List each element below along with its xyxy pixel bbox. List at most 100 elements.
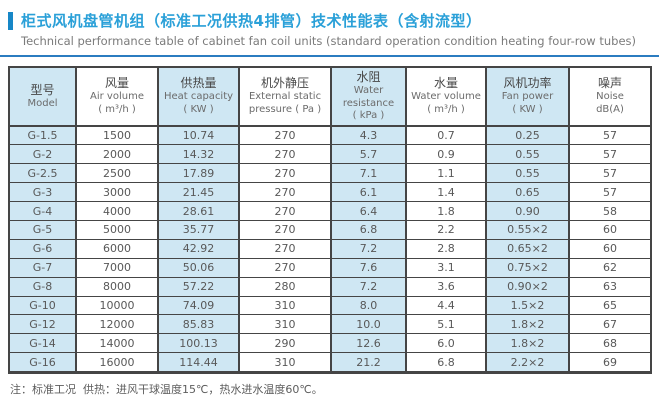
model-cell: G-7: [9, 257, 76, 278]
col-header-water-resistance: 水阻 Water resistance( kPa ): [330, 67, 406, 126]
cell-noise: 65: [568, 295, 651, 315]
model-cell: G-12: [9, 314, 76, 334]
col-header-air-volume: 风量 Air volume( m³/h ): [75, 67, 158, 126]
model-cell: G-14: [9, 333, 76, 353]
model-cell: G-10: [9, 295, 76, 315]
cell-fan-power: 2.2×2: [485, 352, 569, 373]
model-cell: G-2: [9, 144, 76, 164]
cell-air-volume: 3000: [75, 182, 158, 202]
cell-water-resistance: 10.0: [330, 314, 406, 334]
cell-heat-capacity: 35.77: [157, 219, 239, 240]
model-cell: G-2.5: [9, 163, 76, 183]
table-header: 型号 Model 风量 Air volume( m³/h ) 供热量 Heat capac…: [9, 67, 651, 126]
cell-heat-capacity: 10.74: [157, 124, 239, 145]
cell-water-resistance: 8.0: [330, 295, 406, 315]
model-cell: G-5: [9, 219, 76, 240]
cell-heat-capacity: 14.32: [157, 144, 239, 164]
table-row: G-5 5000 35.77 270 6.8 2.2 0.55×2 60: [9, 219, 651, 240]
cell-external-static-pressure: 270: [238, 144, 331, 164]
cell-water-volume: 0.9: [405, 144, 486, 164]
performance-table: 型号 Model 风量 Air volume( m³/h ) 供热量 Heat capac…: [8, 66, 652, 375]
cell-water-volume: 6.8: [405, 352, 486, 373]
cell-water-resistance: 6.4: [330, 201, 406, 221]
col-header-en: ( KW ): [512, 103, 543, 115]
cell-fan-power: 0.25: [485, 124, 569, 145]
note-cn: 注：标准工况 供热：进风干球温度15℃，热水进水温度60℃。: [10, 383, 323, 397]
table-header-row: 型号 Model 风量 Air volume( m³/h ) 供热量 Heat capac…: [9, 67, 651, 126]
cell-water-resistance: 21.2: [330, 352, 406, 373]
table-row: G-8 8000 57.22 280 7.2 3.6 0.90×2 63: [9, 276, 651, 297]
cell-water-volume: 2.8: [405, 238, 486, 259]
cell-fan-power: 0.65: [485, 182, 569, 202]
cell-noise: 68: [568, 333, 651, 353]
page-title: 柜式风机盘管机组（标准工况供热4排管）技术性能表（含射流型）: [21, 12, 482, 30]
cell-water-volume: 3.1: [405, 257, 486, 278]
cell-heat-capacity: 114.44: [157, 352, 239, 373]
col-header-en: Model: [27, 97, 58, 109]
cell-noise: 57: [568, 144, 651, 164]
cell-noise: 69: [568, 352, 651, 373]
table-row: G-10 10000 74.09 310 8.0 4.4 1.5×2 65: [9, 295, 651, 315]
col-header-en: Fan power: [501, 91, 554, 103]
col-header-en: Air volume: [90, 91, 144, 103]
col-header-cn: 噪声: [597, 76, 622, 91]
col-header-heat-capacity: 供热量 Heat capacity( KW ): [157, 67, 239, 126]
cell-heat-capacity: 74.09: [157, 295, 239, 315]
cell-fan-power: 0.55×2: [485, 219, 569, 240]
cell-noise: 60: [568, 219, 651, 240]
cell-air-volume: 5000: [75, 219, 158, 240]
cell-heat-capacity: 21.45: [157, 182, 239, 202]
cell-external-static-pressure: 280: [238, 276, 331, 297]
title-accent-bar: [8, 11, 13, 30]
col-header-fan-power: 风机功率 Fan power( KW ): [485, 67, 569, 126]
cell-noise: 57: [568, 163, 651, 183]
cell-air-volume: 8000: [75, 276, 158, 297]
cell-air-volume: 14000: [75, 333, 158, 353]
col-header-en: External static: [248, 91, 322, 103]
cell-air-volume: 4000: [75, 201, 158, 221]
cell-fan-power: 0.90: [485, 201, 569, 221]
cell-external-static-pressure: 310: [238, 352, 331, 373]
cell-fan-power: 0.90×2: [485, 276, 569, 297]
col-header-cn: 水量: [433, 76, 458, 91]
col-header-cn: 供热量: [180, 76, 217, 91]
table-row: G-2.5 2500 17.89 270 7.1 1.1 0.55 57: [9, 163, 651, 183]
cell-water-resistance: 12.6: [330, 333, 406, 353]
cell-air-volume: 7000: [75, 257, 158, 278]
cell-fan-power: 0.55: [485, 144, 569, 164]
col-header-model: 型号 Model: [9, 67, 76, 126]
table-row: G-7 7000 50.06 270 7.6 3.1 0.75×2 62: [9, 257, 651, 278]
col-header-cn: 风机功率: [503, 76, 552, 91]
table-row: G-1.5 1500 10.74 270 4.3 0.7 0.25 57: [9, 124, 651, 145]
cell-noise: 63: [568, 276, 651, 297]
model-cell: G-6: [9, 238, 76, 259]
cell-external-static-pressure: 270: [238, 238, 331, 259]
col-header-en: ( kPa ): [352, 110, 385, 121]
cell-air-volume: 2500: [75, 163, 158, 183]
cell-noise: 58: [568, 201, 651, 221]
cell-heat-capacity: 85.83: [157, 314, 239, 334]
table-row: G-16 16000 114.44 310 21.2 6.8 2.2×2 69: [9, 352, 651, 373]
cell-noise: 57: [568, 124, 651, 145]
cell-water-volume: 0.7: [405, 124, 486, 145]
model-cell: G-4: [9, 201, 76, 221]
title-row: 柜式风机盘管机组（标准工况供热4排管）技术性能表（含射流型）: [8, 10, 651, 31]
col-header-en: Noise: [596, 91, 624, 103]
cell-water-volume: 4.4: [405, 295, 486, 315]
cell-fan-power: 0.55: [485, 163, 569, 183]
cell-water-resistance: 7.6: [330, 257, 406, 278]
col-header-external-static-pressure: 机外静压 External static pressure ( Pa ): [238, 67, 331, 126]
table-row: G-12 12000 85.83 310 10.0 5.1 1.8×2 67: [9, 314, 651, 334]
cell-water-volume: 1.1: [405, 163, 486, 183]
cell-external-static-pressure: 270: [238, 182, 331, 202]
cell-fan-power: 1.8×2: [485, 314, 569, 334]
cell-external-static-pressure: 270: [238, 219, 331, 240]
cell-water-resistance: 5.7: [330, 144, 406, 164]
cell-water-volume: 3.6: [405, 276, 486, 297]
cell-air-volume: 12000: [75, 314, 158, 334]
cell-heat-capacity: 50.06: [157, 257, 239, 278]
cell-external-static-pressure: 270: [238, 257, 331, 278]
page-subtitle: Technical performance table of cabinet f…: [21, 34, 636, 48]
cell-noise: 62: [568, 257, 651, 278]
